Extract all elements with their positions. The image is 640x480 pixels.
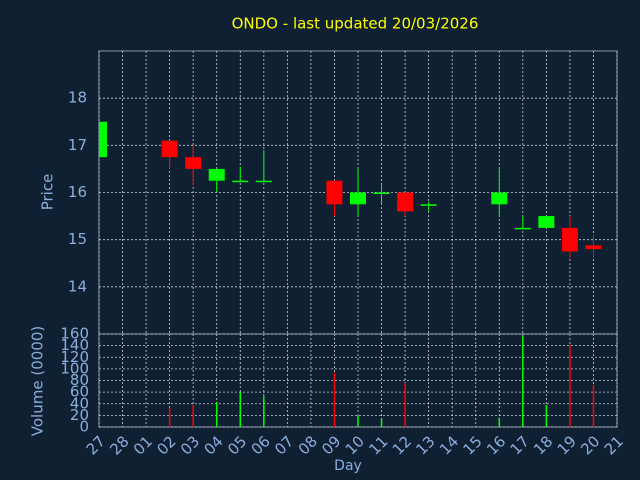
- y-tick-label: 20: [70, 406, 89, 424]
- volume-bar: [263, 396, 265, 427]
- y-tick-label: 120: [60, 348, 89, 366]
- candle-body: [232, 180, 249, 183]
- candle-body: [561, 227, 578, 252]
- volume-bar: [569, 345, 571, 427]
- volume-bar: [498, 417, 501, 427]
- y-tick-label: 14: [68, 277, 87, 295]
- y-tick-label: 140: [60, 336, 89, 354]
- volume-bar: [522, 335, 524, 427]
- y-tick-label: 16: [68, 183, 87, 201]
- candle-body: [185, 157, 202, 169]
- candle-body: [420, 204, 437, 206]
- candle-body: [350, 192, 366, 205]
- y-tick-label: 40: [70, 394, 89, 412]
- y-tick-label: 100: [60, 359, 89, 377]
- volume-bar: [215, 402, 218, 427]
- candle-body: [99, 121, 107, 158]
- candle-body: [255, 180, 272, 183]
- chart-title: ONDO - last updated 20/03/2026: [232, 15, 479, 33]
- y-tick-label: 15: [68, 230, 87, 248]
- candles: [99, 121, 602, 259]
- candle-body: [373, 192, 390, 194]
- y-tick-label: 17: [68, 136, 87, 154]
- volume-bar: [239, 392, 242, 427]
- y-tick-label: 18: [68, 89, 87, 107]
- volume-bar: [404, 382, 406, 427]
- candle-body: [208, 168, 225, 181]
- volume-bar: [380, 418, 383, 427]
- candle-body: [538, 216, 555, 228]
- y-tick-label: 0: [79, 418, 89, 436]
- y-axis-label: Price: [39, 174, 57, 211]
- volume-bar: [168, 407, 171, 427]
- volume-bar: [192, 404, 194, 427]
- candle-body: [585, 245, 602, 250]
- volume-bar: [357, 415, 359, 427]
- volume-bar: [592, 385, 595, 427]
- candle-body: [491, 192, 508, 205]
- volume-axis-label: Volume (0000): [29, 326, 47, 436]
- y-tick-label: 160: [60, 325, 89, 343]
- candle-body: [326, 180, 343, 205]
- y-tick-label: 80: [70, 371, 89, 389]
- volume-bar: [333, 372, 336, 427]
- x-axis-label: Day: [334, 458, 362, 474]
- candle-body: [161, 140, 178, 158]
- candle-body: [514, 227, 531, 230]
- candle-body: [397, 192, 414, 212]
- volume-bar: [545, 404, 548, 427]
- y-tick-label: 60: [70, 383, 89, 401]
